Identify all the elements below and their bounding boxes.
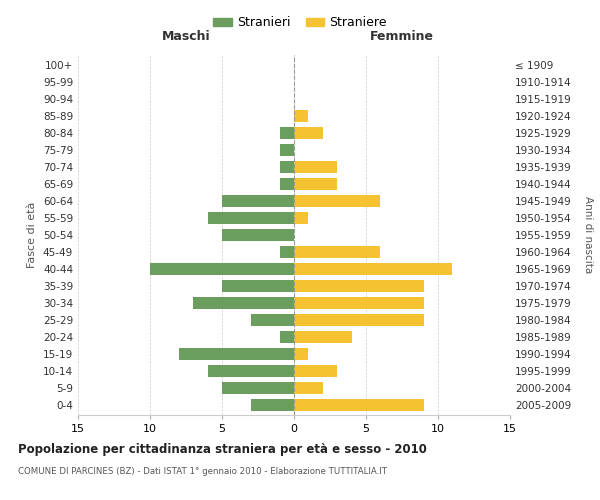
Bar	[280, 331, 294, 343]
Bar	[294, 331, 352, 343]
Bar	[294, 297, 424, 309]
Bar	[294, 178, 337, 190]
Bar	[280, 246, 294, 258]
Legend: Stranieri, Straniere: Stranieri, Straniere	[208, 11, 392, 34]
Bar	[294, 314, 424, 326]
Bar	[193, 297, 294, 309]
Bar	[294, 212, 308, 224]
Bar	[294, 195, 380, 207]
Bar	[294, 364, 337, 377]
Bar	[179, 348, 294, 360]
Text: COMUNE DI PARCINES (BZ) - Dati ISTAT 1° gennaio 2010 - Elaborazione TUTTITALIA.I: COMUNE DI PARCINES (BZ) - Dati ISTAT 1° …	[18, 468, 387, 476]
Text: Maschi: Maschi	[161, 30, 211, 43]
Bar	[294, 127, 323, 139]
Bar	[251, 314, 294, 326]
Text: Anni di nascita: Anni di nascita	[583, 196, 593, 274]
Bar	[294, 382, 323, 394]
Bar	[294, 263, 452, 275]
Bar	[294, 161, 337, 173]
Bar	[280, 178, 294, 190]
Bar	[294, 110, 308, 122]
Bar	[251, 398, 294, 411]
Bar	[208, 364, 294, 377]
Bar	[294, 246, 380, 258]
Bar	[222, 280, 294, 292]
Bar	[294, 348, 308, 360]
Bar	[150, 263, 294, 275]
Bar	[280, 161, 294, 173]
Bar	[280, 144, 294, 156]
Bar	[222, 229, 294, 241]
Bar	[208, 212, 294, 224]
Text: Popolazione per cittadinanza straniera per età e sesso - 2010: Popolazione per cittadinanza straniera p…	[18, 442, 427, 456]
Bar	[222, 195, 294, 207]
Bar	[294, 280, 424, 292]
Y-axis label: Fasce di età: Fasce di età	[28, 202, 37, 268]
Bar	[280, 127, 294, 139]
Text: Femmine: Femmine	[370, 30, 434, 43]
Bar	[222, 382, 294, 394]
Bar	[294, 398, 424, 411]
